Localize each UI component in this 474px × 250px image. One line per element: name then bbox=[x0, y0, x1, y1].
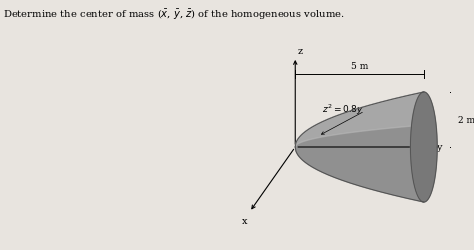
Polygon shape bbox=[410, 93, 437, 202]
Text: y: y bbox=[436, 143, 442, 152]
Text: x: x bbox=[242, 216, 247, 225]
Text: 5 m: 5 m bbox=[351, 62, 368, 71]
Polygon shape bbox=[295, 93, 424, 148]
Text: z: z bbox=[297, 47, 302, 56]
Text: Determine the center of mass ($\bar{x}$, $\bar{y}$, $\bar{z}$) of the homogeneou: Determine the center of mass ($\bar{x}$,… bbox=[3, 8, 345, 22]
Text: 2 m: 2 m bbox=[458, 116, 474, 124]
Text: $z^2 = 0.8y$: $z^2 = 0.8y$ bbox=[322, 102, 364, 117]
Polygon shape bbox=[295, 93, 424, 202]
